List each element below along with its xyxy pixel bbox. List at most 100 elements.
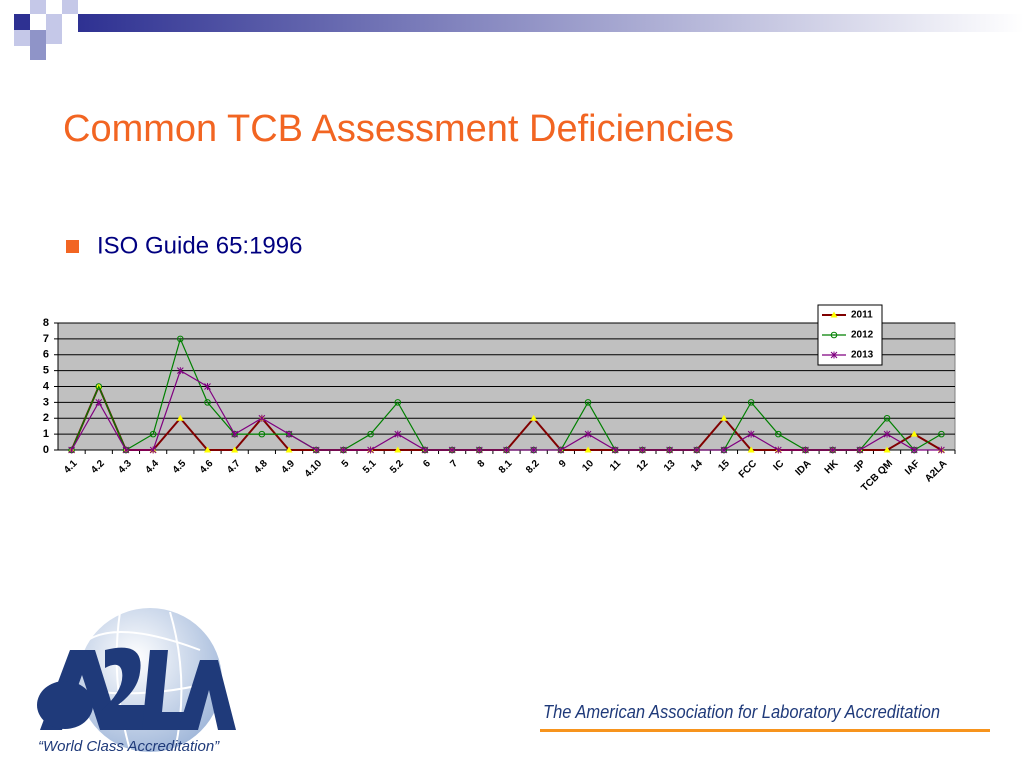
- point: [775, 430, 782, 438]
- x-tick-label: 5: [340, 458, 352, 470]
- point: [830, 311, 838, 318]
- point: [231, 430, 239, 438]
- point: [747, 399, 755, 406]
- x-tick-label: 5.2: [388, 458, 406, 476]
- point: [557, 446, 565, 454]
- point: [258, 430, 266, 438]
- slide-title: Common TCB Assessment Deficiencies: [63, 108, 734, 150]
- point: [693, 446, 701, 454]
- y-tick-label: 1: [43, 428, 49, 440]
- point: [177, 335, 184, 343]
- point: [883, 414, 891, 422]
- footer-text: The American Association for Laboratory …: [543, 702, 940, 722]
- point: [611, 446, 619, 454]
- x-tick-label: 9: [557, 458, 569, 470]
- point: [448, 446, 456, 454]
- legend-label: 2013: [851, 350, 874, 361]
- point: [149, 430, 157, 438]
- header-decoration: [14, 0, 1024, 60]
- point: [394, 446, 402, 453]
- x-tick-label: 4.8: [252, 458, 270, 476]
- x-tick-label: 4.1: [62, 458, 80, 476]
- point: [830, 351, 838, 359]
- x-tick-label: 11: [608, 458, 624, 474]
- x-tick-label: 6: [421, 458, 433, 470]
- logo: [37, 608, 236, 752]
- series: [68, 367, 945, 454]
- point: [285, 430, 293, 438]
- point: [204, 399, 211, 406]
- x-tick-label: FCC: [737, 458, 759, 480]
- x-tick-label: 4.3: [116, 458, 134, 476]
- point: [910, 430, 918, 437]
- x-tick-label: 12: [635, 458, 651, 474]
- x-tick-label: JP: [851, 458, 868, 475]
- point: [938, 430, 945, 438]
- point: [231, 446, 239, 453]
- tagline: “World Class Accreditation”: [38, 738, 220, 755]
- point: [747, 430, 755, 438]
- point: [910, 446, 918, 454]
- legend-marker: [830, 351, 838, 359]
- x-tick-label: 7: [448, 458, 460, 470]
- x-tick-label: IC: [771, 458, 786, 473]
- point: [340, 446, 347, 454]
- point: [530, 414, 538, 421]
- x-tick-label: 4.5: [171, 458, 189, 476]
- point: [68, 446, 75, 454]
- point: [204, 383, 211, 390]
- point: [584, 430, 592, 438]
- point: [394, 430, 402, 438]
- y-tick-label: 2: [43, 412, 49, 424]
- point: [856, 446, 864, 454]
- x-tick-label: 4.7: [225, 458, 243, 476]
- point: [258, 414, 266, 422]
- point: [176, 367, 184, 375]
- point: [584, 446, 592, 453]
- x-tick-label: 4.6: [198, 458, 216, 476]
- y-tick-label: 3: [43, 396, 49, 408]
- x-tick-label: IAF: [903, 458, 922, 477]
- y-tick-label: 7: [43, 333, 49, 345]
- x-tick-label: 5.1: [361, 458, 379, 476]
- x-tick-label: 4.9: [279, 458, 297, 476]
- bullet-text: ISO Guide 65:1996: [97, 232, 302, 259]
- point: [883, 430, 891, 438]
- point: [720, 414, 728, 421]
- point: [830, 331, 838, 339]
- x-tick-label: HK: [823, 458, 842, 477]
- point: [367, 446, 374, 454]
- point: [720, 446, 728, 454]
- x-tick-label: 15: [716, 458, 732, 474]
- y-tick-label: 5: [43, 365, 49, 377]
- point: [204, 446, 211, 453]
- point: [774, 446, 782, 454]
- bullet-marker: [66, 240, 79, 253]
- footer-rule: [540, 729, 990, 732]
- y-tick-label: 0: [43, 444, 49, 456]
- point: [584, 399, 592, 406]
- point: [149, 446, 157, 454]
- point: [503, 446, 510, 454]
- point: [312, 446, 320, 454]
- x-tick-label: IDA: [794, 458, 814, 478]
- x-tick-label: 4.4: [144, 458, 162, 476]
- point: [285, 446, 293, 453]
- x-tick-label: 14: [689, 458, 705, 474]
- point: [95, 398, 103, 406]
- point: [367, 430, 374, 438]
- point: [829, 446, 837, 454]
- y-tick-label: 4: [43, 380, 50, 392]
- point: [666, 446, 673, 454]
- point: [475, 446, 483, 454]
- x-tick-label: 10: [580, 458, 596, 474]
- x-tick-label: 8.1: [497, 458, 515, 476]
- legend-marker: [830, 331, 838, 339]
- y-tick-label: 8: [43, 317, 49, 329]
- legend-label: 2012: [851, 330, 874, 341]
- point: [530, 446, 538, 454]
- point: [176, 414, 184, 421]
